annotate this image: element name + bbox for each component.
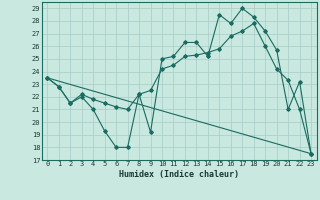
X-axis label: Humidex (Indice chaleur): Humidex (Indice chaleur) xyxy=(119,170,239,179)
